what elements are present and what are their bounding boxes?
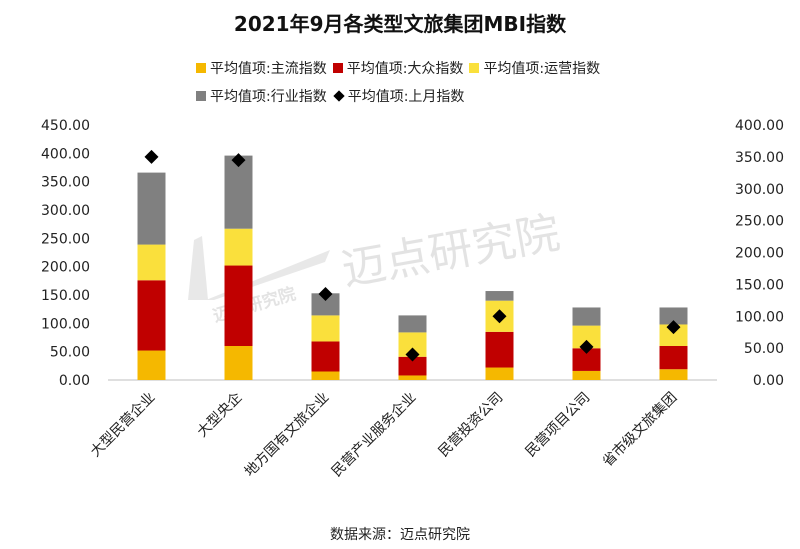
bar-segment [224,265,253,346]
bar-segment [572,370,601,380]
bar-segment [311,293,340,316]
bar-segment [659,369,688,380]
y-right-tick-label: 200.00 [735,246,784,262]
x-tick-label: 民营项目公司 [523,390,594,461]
y-right-tick-label: 50.00 [744,341,784,357]
x-tick-label: 大型民营企业 [87,389,158,460]
bar-segment [311,341,340,372]
y-left-tick-label: 450.00 [41,118,90,134]
y-left-tick-label: 200.00 [41,260,90,276]
x-tick-label: 省市级文旅集团 [599,389,680,470]
y-left-tick-label: 100.00 [41,316,90,332]
legend-item-public: 平均值项:大众指数 [332,58,464,78]
last-month-marker [144,149,159,164]
last-month-marker [318,286,333,301]
bar-segment [137,280,166,351]
y-left-tick-label: 50.00 [50,345,90,361]
bar-segment [224,155,253,229]
bar-segment [311,315,340,342]
y-left-tick-label: 250.00 [41,231,90,247]
y-left-tick-label: 350.00 [41,175,90,191]
y-right-tick-label: 300.00 [735,182,784,198]
bar-segment [485,291,514,301]
last-month-marker [492,309,507,324]
legend-label-public: 平均值项:大众指数 [346,61,464,77]
bar-segment [485,367,514,380]
legend-label-industry: 平均值项:行业指数 [210,89,327,105]
y-right-tick-label: 250.00 [735,214,784,230]
legend-item-mainstream: 平均值项:主流指数 [196,58,327,78]
bar-segment [224,228,253,266]
bar-segment [137,244,166,281]
bar-segment [137,350,166,380]
x-tick-label: 地方国有文旅企业 [241,389,332,480]
bar-segment [398,315,427,333]
bar-segment [224,346,253,380]
watermark-text: 迈点研究院 [338,207,564,295]
markers [144,149,681,362]
bar-segment [137,172,166,245]
legend-label-mainstream: 平均值项:主流指数 [210,61,327,77]
y-left-tick-label: 150.00 [41,288,90,304]
chart-title: 2021年9月各类型文旅集团MBI指数 [233,12,567,36]
legend-item-operation: 平均值项:运营指数 [469,58,600,78]
x-tick-label: 民营产业服务企业 [328,389,419,480]
bar-segment [398,356,427,376]
legend: 平均值项:主流指数 平均值项:大众指数 平均值项:运营指数 平均值项:行业指数 … [196,54,676,110]
y-right-tick-label: 350.00 [735,150,784,166]
last-month-marker [666,320,681,335]
y-left-tick-label: 300.00 [41,203,90,219]
bar-segment [398,375,427,380]
last-month-marker [405,347,420,362]
bar-segment [659,346,688,370]
y-right-tick-label: 100.00 [735,309,784,325]
y-right-tick-label: 150.00 [735,277,784,293]
bars [137,155,688,380]
y-left-tick-label: 0.00 [59,373,90,389]
bar-segment [485,331,514,368]
last-month-marker [231,153,246,168]
y-right-tick-label: 400.00 [735,118,784,134]
y-right-tick-label: 0.00 [753,373,784,389]
bar-segment [659,324,688,346]
bar-segment [659,307,688,325]
legend-swatch-industry [196,91,206,101]
legend-label-last-month: 平均值项:上月指数 [347,89,465,105]
watermark-logo-text: 迈点研究院 [211,283,298,327]
bar-segment [572,307,601,326]
source-note: 数据来源：迈点研究院 [330,527,470,543]
legend-item-last-month: 平均值项:上月指数 [333,86,465,106]
legend-swatch-operation [469,63,480,73]
legend-label-operation: 平均值项:运营指数 [483,61,601,77]
last-month-marker [579,339,594,354]
legend-swatch-mainstream [196,63,206,73]
watermark-logo-icon [188,236,330,300]
bar-segment [572,325,601,349]
y-left-tick-label: 400.00 [41,146,90,162]
bar-segment [572,348,601,371]
legend-swatch-public [332,63,343,73]
legend-item-industry: 平均值项:行业指数 [196,86,327,106]
x-tick-label: 民营投资公司 [436,390,507,461]
bar-segment [311,371,340,380]
axes: 0.00 50.00 100.00 150.00 200.00 250.00 300.00 3… [41,118,784,389]
x-tick-label: 大型央企 [194,389,246,441]
